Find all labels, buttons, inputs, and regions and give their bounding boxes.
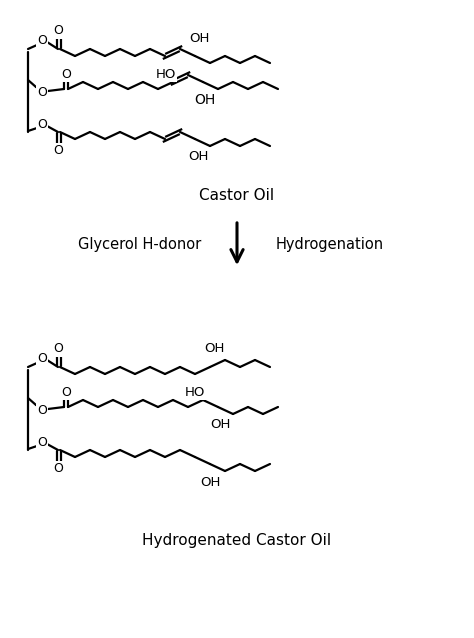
Text: Hydrogenation: Hydrogenation <box>276 237 384 251</box>
Text: O: O <box>37 85 47 98</box>
Text: OH: OH <box>210 419 230 431</box>
Text: Hydrogenated Castor Oil: Hydrogenated Castor Oil <box>143 533 331 547</box>
Text: HO: HO <box>185 385 205 399</box>
Text: O: O <box>37 117 47 131</box>
Text: O: O <box>53 461 63 475</box>
Text: OH: OH <box>194 93 216 107</box>
Text: OH: OH <box>189 31 209 45</box>
Text: O: O <box>53 144 63 156</box>
Text: OH: OH <box>204 343 224 355</box>
Text: O: O <box>53 24 63 38</box>
Text: O: O <box>37 436 47 449</box>
Text: O: O <box>61 68 71 80</box>
Text: O: O <box>53 343 63 355</box>
Text: O: O <box>37 403 47 417</box>
Text: O: O <box>61 385 71 399</box>
Text: Castor Oil: Castor Oil <box>200 188 274 202</box>
Text: O: O <box>37 34 47 47</box>
Text: O: O <box>37 353 47 366</box>
Text: OH: OH <box>200 475 220 489</box>
Text: Glycerol H-donor: Glycerol H-donor <box>78 237 201 251</box>
Text: OH: OH <box>188 151 208 163</box>
Text: HO: HO <box>156 68 176 80</box>
